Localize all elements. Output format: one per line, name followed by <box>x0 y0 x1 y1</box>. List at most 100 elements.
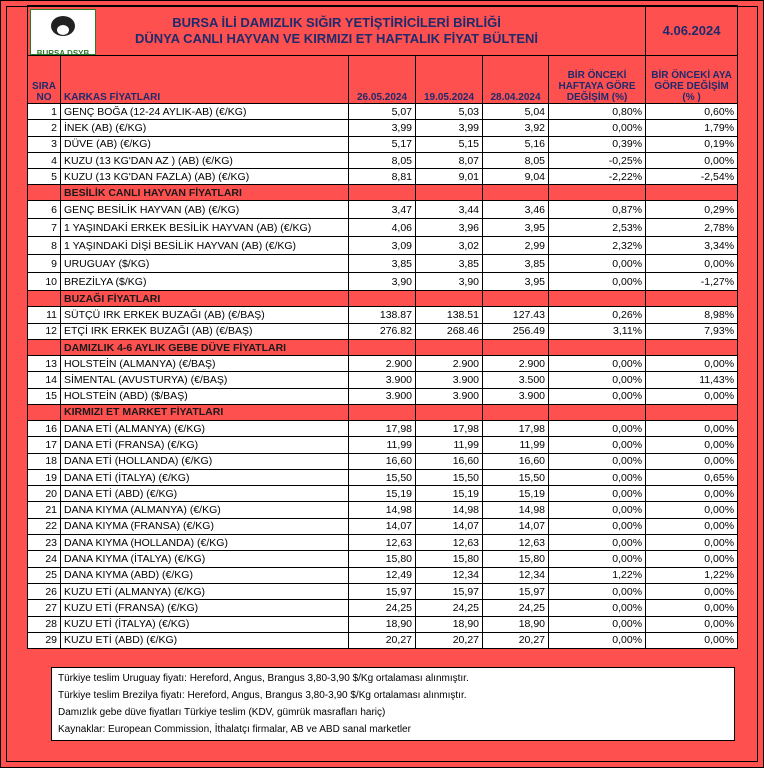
column-header: BİR ÖNCEKİ HAFTAYA GÖRE DEĞİŞİM (%) <box>547 55 647 104</box>
value-cell: 16,60 <box>348 452 416 470</box>
value-cell: 24,25 <box>415 599 483 617</box>
value-cell: 1,22% <box>645 566 739 584</box>
value-cell: 9,04 <box>482 168 549 186</box>
value-cell: 14,07 <box>415 517 483 536</box>
row-number: 12 <box>27 322 61 341</box>
value-cell: 5,04 <box>482 102 549 121</box>
value-cell: 5,03 <box>415 102 483 121</box>
title-line: DÜNYA CANLI HAYVAN VE KIRMIZI ET HAFTALI… <box>135 30 539 46</box>
value-cell: 0,00% <box>645 254 739 274</box>
item-name: İNEK (AB) (€/KG) <box>60 119 349 137</box>
section-cell <box>547 290 647 308</box>
section-title: KARKAS FİYATLARI <box>60 55 349 104</box>
value-cell: 5,17 <box>348 135 416 153</box>
value-cell: 0,80% <box>547 102 647 121</box>
value-cell: 3.900 <box>482 387 549 405</box>
value-cell: 14,98 <box>348 501 416 519</box>
section-title: DAMIZLIK 4-6 AYLIK GEBE DÜVE FİYATLARI <box>60 339 349 357</box>
value-cell: 0,00% <box>547 387 647 405</box>
item-name: 1 YAŞINDAKİ ERKEK BESİLİK HAYVAN (AB) (€… <box>60 218 349 238</box>
data-row: 17 DANA ETİ (FRANSA) (€/KG) 11,99 11,99 11,9… <box>27 436 739 454</box>
value-cell: 3.900 <box>348 371 416 389</box>
section-cell <box>348 403 416 421</box>
value-cell: 0,00% <box>547 254 647 274</box>
section-cell <box>348 290 416 308</box>
value-cell: 14,07 <box>348 517 416 536</box>
value-cell: 3,99 <box>348 119 416 137</box>
data-row: 5 KUZU (13 KG'DAN FAZLA) (AB) (€/KG) 8,81 9… <box>27 168 739 186</box>
data-row: 28 KUZU ETİ (İTALYA) (€/KG) 18,90 18,90 18,9… <box>27 615 739 633</box>
value-cell: 3,95 <box>482 272 549 292</box>
value-cell: 0,00% <box>645 517 739 536</box>
value-cell: 4,06 <box>348 218 416 238</box>
value-cell: 15,19 <box>482 485 549 503</box>
row-number: 16 <box>27 419 61 438</box>
data-row: 19 DANA ETİ (İTALYA) (€/KG) 15,50 15,50 15,5… <box>27 468 739 487</box>
data-row: 22 DANA KIYMA (FRANSA) (€/KG) 14,07 14,07 14… <box>27 517 739 536</box>
column-header: 28.04.2024 <box>482 55 549 104</box>
value-cell: 0,39% <box>547 135 647 153</box>
item-name: SÜTÇÜ IRK ERKEK BUZAĞI (AB) (€/BAŞ) <box>60 306 349 324</box>
value-cell: 20,27 <box>415 631 483 650</box>
value-cell: 3.900 <box>348 387 416 405</box>
row-number: 11 <box>27 306 61 324</box>
row-number: 3 <box>27 135 61 153</box>
table-body: BURSA DSYB BURSA İLİ DAMIZLIK SIĞIR YETİ… <box>26 5 739 650</box>
value-cell: 0,26% <box>547 306 647 324</box>
data-row: 29 KUZU ETİ (ABD) (€/KG) 20,27 20,27 20,27 0,… <box>27 631 739 650</box>
value-cell: 0,00% <box>547 355 647 373</box>
data-row: 12 ETÇİ IRK ERKEK BUZAĞI (AB) (€/BAŞ) 276.… <box>27 322 739 341</box>
item-name: GENÇ BOĞA (12-24 AYLIK-AB) (€/KG) <box>60 102 349 121</box>
value-cell: 2.900 <box>348 355 416 373</box>
value-cell: 3,90 <box>415 272 483 292</box>
section-cell <box>27 184 61 202</box>
value-cell: 3,34% <box>645 236 739 256</box>
header-row: SIRA NO KARKAS FİYATLARI 26.05.2024 19.05.2… <box>27 55 739 104</box>
row-number: 18 <box>27 452 61 470</box>
value-cell: 0,00% <box>645 550 739 568</box>
value-cell: 0,00% <box>547 501 647 519</box>
value-cell: 3.900 <box>415 387 483 405</box>
value-cell: 3,46 <box>482 200 549 220</box>
value-cell: -2,22% <box>547 168 647 186</box>
row-number: 26 <box>27 582 61 601</box>
item-name: DANA KIYMA (FRANSA) (€/KG) <box>60 517 349 536</box>
data-row: 24 DANA KIYMA (İTALYA) (€/KG) 15,80 15,80 15… <box>27 550 739 568</box>
value-cell: 268.46 <box>415 322 483 341</box>
section-cell <box>482 184 549 202</box>
item-name: DANA KIYMA (HOLLANDA) (€/KG) <box>60 534 349 552</box>
data-row: 4 KUZU (13 KG'DAN AZ ) (AB) (€/KG) 8,05 8,0… <box>27 151 739 170</box>
value-cell: 3,02 <box>415 236 483 256</box>
value-cell: 138.87 <box>348 306 416 324</box>
row-number: 14 <box>27 371 61 389</box>
value-cell: 15,80 <box>482 550 549 568</box>
value-cell: 14,07 <box>482 517 549 536</box>
data-row: 3 DÜVE (AB) (€/KG) 5,17 5,15 5,16 0,39% 0,19% <box>27 135 739 153</box>
data-row: 1 GENÇ BOĞA (12-24 AYLIK-AB) (€/KG) 5,07 5,… <box>27 102 739 121</box>
value-cell: 138.51 <box>415 306 483 324</box>
column-header: 26.05.2024 <box>348 55 416 104</box>
notes: Türkiye teslim Uruguay fiyatı: Hereford,… <box>51 667 735 741</box>
section-cell <box>348 184 416 202</box>
section-cell <box>645 339 739 357</box>
note-line: Damızlık gebe düve fiyatları Türkiye tes… <box>58 707 386 718</box>
row-number: 27 <box>27 599 61 617</box>
value-cell: 0,00% <box>547 599 647 617</box>
value-cell: 0,00% <box>547 534 647 552</box>
value-cell: 12,63 <box>348 534 416 552</box>
value-cell: 0,00% <box>645 485 739 503</box>
value-cell: 3.500 <box>482 371 549 389</box>
value-cell: 0,00% <box>645 151 739 170</box>
section-cell <box>482 290 549 308</box>
value-cell: 0,60% <box>645 102 739 121</box>
value-cell: 0,00% <box>645 452 739 470</box>
value-cell: 0,00% <box>547 631 647 650</box>
value-cell: 2,78% <box>645 218 739 238</box>
value-cell: 0,00% <box>547 436 647 454</box>
data-row: 26 KUZU ETİ (ALMANYA) (€/KG) 15,97 15,97 15,… <box>27 582 739 601</box>
data-row: 2 İNEK (AB) (€/KG) 3,99 3,99 3,92 0,00% 1,79% <box>27 119 739 137</box>
data-row: 13 HOLSTEİN (ALMANYA) (€/BAŞ) 2.900 2.900 2.… <box>27 355 739 373</box>
value-cell: 1,22% <box>547 566 647 584</box>
value-cell: 17,98 <box>415 419 483 438</box>
